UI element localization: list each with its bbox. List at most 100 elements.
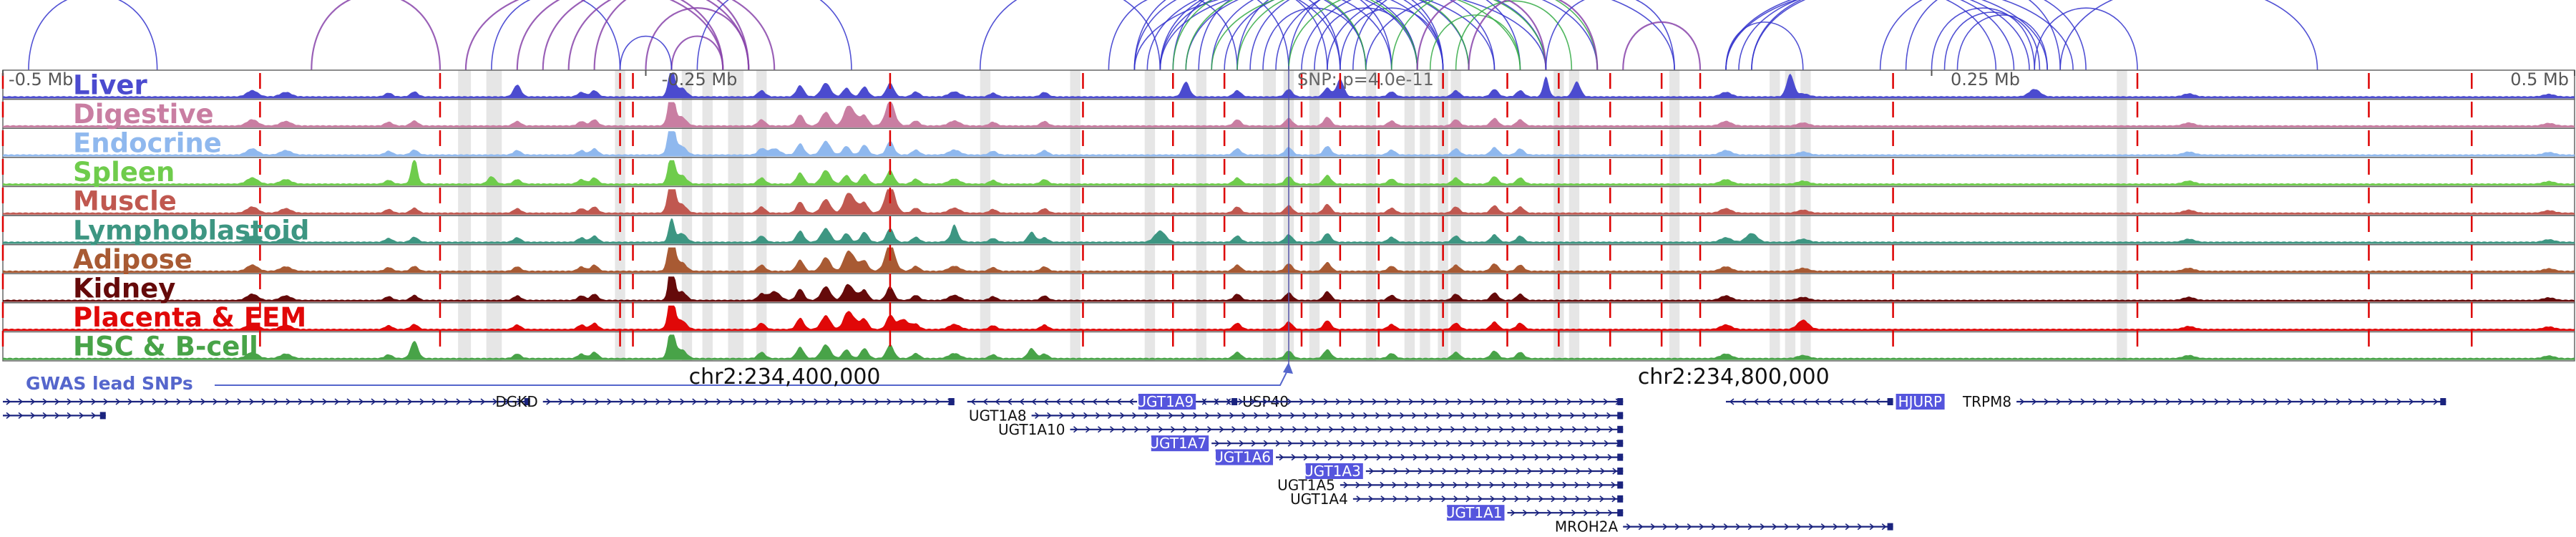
strand-arrow-icon bbox=[1219, 426, 1224, 433]
strand-arrow-icon bbox=[1110, 426, 1115, 433]
strand-arrow-icon bbox=[1279, 453, 1284, 461]
strand-arrow-icon bbox=[1687, 523, 1692, 531]
gene-exon bbox=[1617, 425, 1624, 433]
strand-arrow-icon bbox=[1555, 440, 1561, 447]
strand-arrow-icon bbox=[1387, 412, 1392, 420]
gene-exon bbox=[948, 398, 955, 405]
gene-exon bbox=[1617, 453, 1624, 461]
strand-arrow-icon bbox=[419, 398, 425, 405]
interaction-arc bbox=[1172, 0, 1328, 71]
strand-arrow-icon bbox=[188, 398, 194, 405]
strand-arrow-icon bbox=[1498, 453, 1503, 461]
strand-arrow-icon bbox=[67, 412, 72, 420]
strand-arrow-icon bbox=[1470, 440, 1475, 447]
interaction-arc bbox=[464, 0, 724, 71]
strand-arrow-icon bbox=[1352, 453, 1357, 461]
strand-arrow-icon bbox=[728, 398, 734, 405]
strand-arrow-icon bbox=[1478, 468, 1484, 475]
interaction-arc bbox=[1725, 0, 2074, 71]
strand-arrow-icon bbox=[838, 398, 844, 405]
strand-arrow-icon bbox=[2275, 398, 2280, 405]
strand-arrow-icon bbox=[1430, 468, 1435, 475]
strand-arrow-icon bbox=[595, 398, 600, 405]
strand-arrow-icon bbox=[1606, 412, 1611, 420]
strand-arrow-icon bbox=[1327, 453, 1333, 461]
strand-arrow-icon bbox=[1650, 523, 1656, 531]
strand-arrow-icon bbox=[1538, 481, 1543, 489]
gene-feature: UGT1A1 bbox=[1445, 504, 1624, 521]
strand-arrow-icon bbox=[1591, 398, 1596, 405]
strand-arrow-icon bbox=[1171, 426, 1176, 433]
strand-arrow-icon bbox=[371, 398, 376, 405]
gene-label-highlight bbox=[1896, 394, 1945, 410]
strand-arrow-icon bbox=[1808, 523, 1814, 531]
strand-arrow-icon bbox=[1108, 412, 1113, 420]
interaction-arc bbox=[311, 0, 441, 71]
strand-arrow-icon bbox=[1518, 398, 1523, 405]
strand-arrow-icon bbox=[570, 398, 576, 405]
strand-arrow-icon bbox=[237, 398, 243, 405]
gene-name-label: UGT1A3 bbox=[1303, 463, 1361, 480]
strand-arrow-icon bbox=[1506, 440, 1512, 447]
strand-arrow-icon bbox=[2141, 398, 2147, 405]
strand-arrow-icon bbox=[127, 398, 133, 405]
strand-arrow-icon bbox=[1402, 426, 1407, 433]
strand-arrow-icon bbox=[1607, 509, 1613, 516]
strand-arrow-icon bbox=[1336, 440, 1342, 447]
interaction-arc bbox=[1956, 14, 2049, 71]
strand-arrow-icon bbox=[1558, 412, 1563, 420]
track-name-label: Digestive bbox=[73, 99, 214, 130]
strand-arrow-icon bbox=[1144, 412, 1149, 420]
strand-arrow-icon bbox=[1465, 481, 1470, 489]
strand-arrow-icon bbox=[1417, 495, 1423, 503]
strand-arrow-icon bbox=[1404, 481, 1410, 489]
strand-arrow-icon bbox=[1753, 398, 1759, 405]
strand-arrow-icon bbox=[1542, 398, 1548, 405]
strand-arrow-icon bbox=[1513, 481, 1519, 489]
strand-arrow-icon bbox=[1796, 523, 1802, 531]
strand-arrow-icon bbox=[1522, 509, 1528, 516]
strand-arrow-icon bbox=[67, 398, 72, 405]
strand-arrow-icon bbox=[1241, 412, 1246, 420]
strand-arrow-icon bbox=[1181, 412, 1186, 420]
strand-arrow-icon bbox=[1433, 398, 1438, 405]
strand-arrow-icon bbox=[2068, 398, 2074, 405]
interaction-arc bbox=[516, 0, 724, 71]
strand-arrow-icon bbox=[1068, 398, 1073, 405]
strand-arrow-icon bbox=[42, 412, 48, 420]
interaction-arc bbox=[1198, 0, 1341, 71]
interaction-arc bbox=[1738, 0, 2030, 71]
strand-arrow-icon bbox=[2336, 398, 2341, 405]
gene-feature: HJURP bbox=[1725, 393, 1945, 410]
strand-arrow-icon bbox=[692, 398, 698, 405]
strand-arrow-icon bbox=[1317, 426, 1322, 433]
gene-name-label: HJURP bbox=[1898, 393, 1943, 410]
strand-arrow-icon bbox=[1424, 412, 1429, 420]
strand-arrow-icon bbox=[1132, 412, 1137, 420]
strand-arrow-icon bbox=[1729, 398, 1735, 405]
strand-arrow-icon bbox=[1128, 398, 1134, 405]
strand-arrow-icon bbox=[1502, 495, 1508, 503]
strand-arrow-icon bbox=[140, 398, 145, 405]
strand-arrow-icon bbox=[1448, 412, 1453, 420]
strand-arrow-icon bbox=[1604, 440, 1609, 447]
strand-arrow-icon bbox=[1275, 440, 1281, 447]
strand-arrow-icon bbox=[2019, 398, 2025, 405]
strand-arrow-icon bbox=[1385, 440, 1390, 447]
strand-arrow-icon bbox=[2263, 398, 2268, 405]
interaction-arc bbox=[1185, 0, 1418, 71]
strand-arrow-icon bbox=[1367, 481, 1373, 489]
strand-arrow-icon bbox=[1280, 426, 1285, 433]
gene-exon bbox=[1617, 481, 1624, 489]
strand-arrow-icon bbox=[1388, 453, 1394, 461]
strand-arrow-icon bbox=[1341, 426, 1346, 433]
strand-arrow-icon bbox=[1521, 412, 1526, 420]
strand-arrow-icon bbox=[741, 398, 746, 405]
strand-arrow-icon bbox=[1526, 495, 1532, 503]
strand-arrow-icon bbox=[54, 412, 60, 420]
interaction-arc bbox=[593, 0, 750, 71]
strand-arrow-icon bbox=[1238, 398, 1244, 405]
track-name-label: Adipose bbox=[73, 244, 192, 275]
strand-arrow-icon bbox=[1292, 426, 1297, 433]
strand-arrow-icon bbox=[1299, 440, 1305, 447]
